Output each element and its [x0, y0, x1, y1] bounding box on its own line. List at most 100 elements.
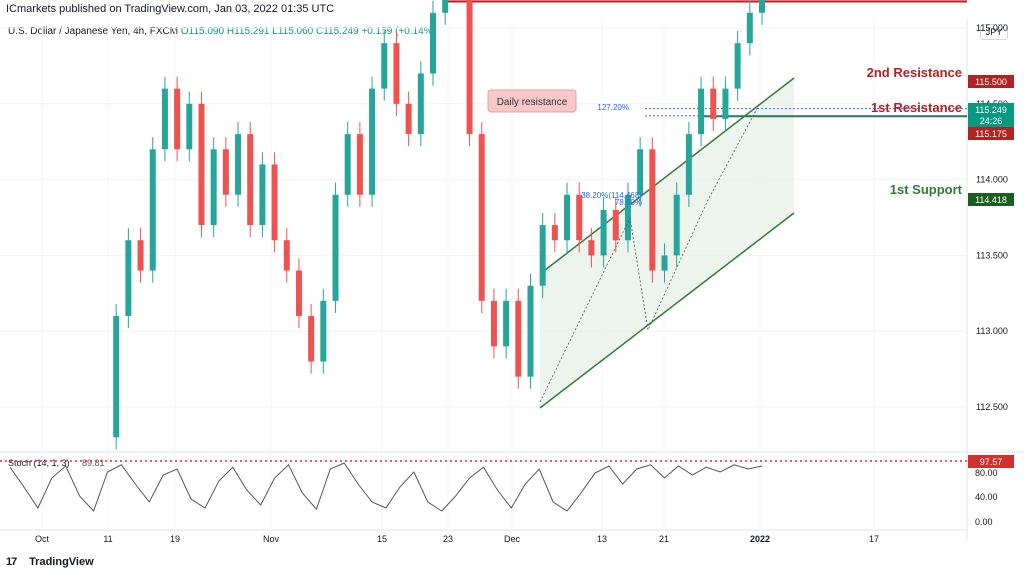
- candle-body: [624, 194, 631, 241]
- symbol-legend: U.S. Dollar / Japanese Yen, 4h, FXCM O11…: [8, 26, 436, 37]
- price-tick-label: 115.000: [976, 23, 1008, 33]
- candle-body: [698, 88, 705, 135]
- candle-body: [637, 149, 644, 195]
- channel-lower-line: [539, 212, 795, 409]
- candle-body: [759, 0, 765, 13]
- first-support-price: 114.418: [975, 195, 1007, 205]
- time-tick-label: 19: [170, 534, 180, 544]
- fib-78-label: 78.60%: [615, 198, 642, 207]
- candle-body: [125, 240, 132, 317]
- symbol-name[interactable]: U.S. Dollar / Japanese Yen, 4h, FXCM: [8, 26, 179, 37]
- fib-38-label: 38.20%(114.468): [581, 191, 642, 200]
- channel-upper-line: [539, 77, 795, 275]
- candle-body: [174, 88, 181, 150]
- candle-body: [344, 134, 351, 195]
- candle-body: [161, 88, 168, 150]
- candle-body: [612, 209, 619, 241]
- close-value: C115.249: [316, 26, 359, 37]
- publish-info: ICmarkets published on TradingView.com, …: [6, 3, 335, 15]
- candle-body: [564, 194, 571, 241]
- price-tick-label: 114.000: [976, 175, 1008, 185]
- bar-countdown: 24:26: [980, 116, 1003, 126]
- first-resistance-label: 1st Resistance: [871, 100, 962, 115]
- currency-badge[interactable]: JPY: [980, 24, 1008, 40]
- candle-body: [466, 0, 473, 135]
- candle-body: [588, 240, 595, 256]
- daily-resistance-callout: Daily resistance: [487, 89, 577, 113]
- candle-body: [332, 194, 339, 301]
- fib-127-label: 127.20%: [597, 103, 629, 112]
- candle-body: [503, 300, 510, 347]
- tradingview-logo-icon: 17: [6, 556, 17, 568]
- time-tick-label: 11: [103, 534, 112, 544]
- second-resistance-price-tag: 115.500: [968, 75, 1014, 88]
- time-tick-label: 2022: [750, 534, 770, 544]
- candle-body: [430, 12, 436, 74]
- candle-body: [259, 164, 266, 226]
- change-value: +0.159 (+0.14%): [361, 26, 436, 37]
- stoch-line: [9, 462, 763, 512]
- last-price-tag: 115.249 24:26: [968, 103, 1014, 127]
- candle-body: [746, 12, 753, 44]
- price-tick-label: 113.000: [976, 326, 1008, 336]
- second-resistance-label: 2nd Resistance: [867, 65, 962, 80]
- stoch-tick-0: 0.00: [975, 517, 993, 527]
- candle-body: [515, 300, 522, 377]
- channel-fill: [540, 78, 794, 408]
- candle-body: [417, 73, 424, 135]
- low-value: L115.060: [272, 26, 314, 37]
- candle-body: [283, 240, 290, 271]
- candle-body: [734, 43, 741, 89]
- publish-bar: ICmarkets published on TradingView.com, …: [0, 0, 1024, 18]
- price-tick-label: 113.500: [976, 250, 1008, 260]
- stoch-level-tag: 97.57: [968, 455, 1014, 468]
- candle-body: [673, 194, 680, 256]
- zigzag-path: [539, 102, 761, 403]
- candle-body: [576, 194, 583, 241]
- last-price-value: 115.249: [975, 105, 1007, 115]
- high-value: H115.291: [226, 26, 270, 37]
- candle-body: [381, 43, 388, 89]
- candle-body: [490, 300, 497, 347]
- brand-name: TradingView: [29, 556, 94, 568]
- candle-body: [308, 316, 315, 362]
- candle-body: [271, 164, 278, 241]
- candle-body: [222, 149, 229, 195]
- candle-body: [551, 225, 558, 241]
- time-tick-label: 13: [597, 534, 607, 544]
- second-resistance-price: 115.500: [975, 77, 1007, 87]
- candle-body: [527, 285, 534, 377]
- candles: [113, 0, 765, 450]
- candle-body: [600, 209, 607, 256]
- time-tick-label: 23: [443, 534, 453, 544]
- time-tick-label: Oct: [35, 534, 50, 544]
- candle-body: [356, 134, 363, 195]
- candle-body: [186, 103, 193, 150]
- candle-body: [247, 134, 254, 226]
- time-tick-label: 17: [869, 534, 879, 544]
- stoch-tick-40: 40.00: [975, 492, 998, 502]
- stoch-level-value: 97.57: [980, 457, 1003, 467]
- time-tick-label: Dec: [504, 534, 521, 544]
- candle-body: [685, 134, 692, 195]
- candle-body: [137, 240, 144, 271]
- tradingview-brand[interactable]: 17 TradingView: [6, 556, 94, 568]
- candle-body: [478, 134, 485, 301]
- candle-body: [710, 88, 717, 119]
- candle-body: [405, 103, 412, 135]
- stoch-tick-80: 80.00: [975, 468, 998, 478]
- time-tick-label: 21: [659, 534, 669, 544]
- candle-body: [210, 149, 217, 226]
- stoch-value: 89.81: [82, 458, 105, 468]
- daily-resistance-label: Daily resistance: [497, 97, 568, 108]
- candle-body: [539, 225, 546, 286]
- price-tick-label: 112.500: [976, 402, 1008, 412]
- candle-body: [722, 88, 729, 119]
- first-resistance-price: 115.175: [975, 129, 1007, 139]
- first-support-label: 1st Support: [890, 182, 963, 197]
- candle-body: [442, 0, 449, 13]
- candle-body: [393, 43, 400, 104]
- candle-body: [295, 270, 302, 317]
- first-support-price-tag: 114.418: [968, 193, 1014, 206]
